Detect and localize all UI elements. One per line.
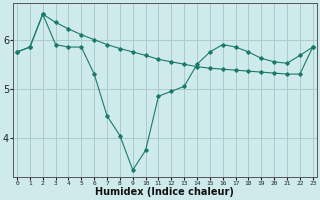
- X-axis label: Humidex (Indice chaleur): Humidex (Indice chaleur): [95, 187, 234, 197]
